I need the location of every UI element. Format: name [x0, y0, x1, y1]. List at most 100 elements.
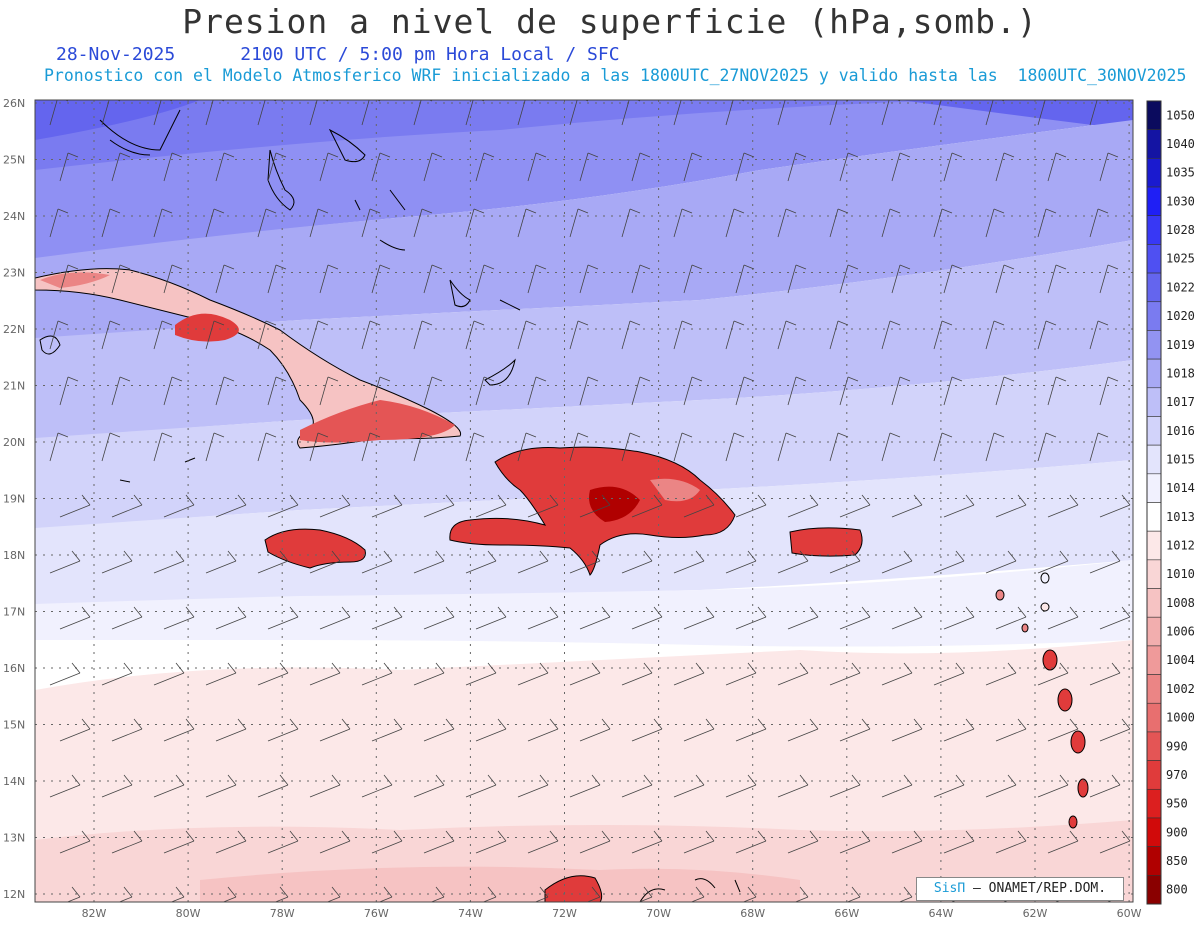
wind-barb — [839, 376, 859, 406]
wind-barb — [413, 662, 445, 686]
wind-barb — [638, 886, 653, 902]
wind-barb — [673, 774, 705, 798]
wind-barb — [111, 494, 143, 518]
wind-barb — [49, 662, 81, 686]
wind-barb — [1037, 208, 1057, 238]
credit-box: SisΠ – ONAMET/REP.DOM. — [916, 877, 1124, 901]
legend-level: 990 — [1166, 739, 1188, 753]
wind-barb — [465, 774, 497, 798]
wind-barb — [163, 376, 183, 406]
legend-swatch — [1146, 100, 1162, 130]
wind-barb — [683, 606, 715, 630]
wind-barb — [683, 152, 703, 182]
lat-label: 25N — [3, 154, 25, 167]
wind-barb — [995, 606, 1027, 630]
wind-barb — [787, 376, 807, 406]
legend-swatch — [1146, 330, 1162, 360]
wind-barb — [569, 550, 601, 574]
wind-barb — [995, 376, 1015, 406]
wind-barb — [943, 718, 975, 742]
wind-barb — [1099, 830, 1131, 854]
wind-barb — [735, 718, 767, 742]
wind-barb — [1099, 264, 1119, 294]
wind-barb — [1047, 376, 1067, 406]
wind-barb — [673, 320, 693, 350]
wind-barb — [579, 152, 599, 182]
wind-barb — [371, 606, 403, 630]
wind-barb — [101, 550, 133, 574]
wind-barb — [465, 432, 485, 462]
legend-level: 900 — [1166, 825, 1188, 839]
wind-barb — [725, 550, 757, 574]
wind-barb — [267, 152, 287, 182]
wind-barb — [371, 264, 391, 294]
legend-swatch — [1146, 215, 1162, 245]
lon-label: 70W — [646, 907, 671, 920]
wind-barb — [579, 264, 599, 294]
legend-level: 1019 — [1166, 338, 1195, 352]
wind-barb — [846, 886, 861, 902]
wind-barb — [319, 606, 351, 630]
legend-swatch — [1146, 875, 1162, 905]
wind-barb — [309, 550, 341, 574]
wind-barb — [995, 830, 1027, 854]
lon-label: 64W — [928, 907, 953, 920]
wind-barb — [361, 208, 381, 238]
wind-barb — [517, 662, 549, 686]
wind-barb — [690, 886, 705, 902]
wind-barb — [371, 718, 403, 742]
wind-barb — [205, 550, 237, 574]
legend-level: 1000 — [1166, 711, 1195, 725]
wind-barb — [163, 152, 183, 182]
wind-barb — [309, 662, 341, 686]
wind-barb — [839, 152, 859, 182]
wind-barb — [527, 264, 547, 294]
wind-barb — [881, 208, 901, 238]
wind-barb — [163, 718, 195, 742]
wind-barb — [1089, 208, 1109, 238]
wind-barb — [1099, 152, 1119, 182]
legend-level: 800 — [1166, 883, 1188, 897]
wind-barb — [995, 718, 1027, 742]
wind-barb — [309, 320, 329, 350]
legend-level: 1035 — [1166, 166, 1195, 180]
wind-barb — [933, 320, 953, 350]
wind-barb — [621, 774, 653, 798]
lat-label: 26N — [3, 97, 25, 110]
wind-barb — [839, 264, 859, 294]
wind-barb — [569, 662, 601, 686]
wind-barb — [66, 886, 81, 902]
wind-barb — [267, 494, 299, 518]
wind-barb — [985, 320, 1005, 350]
wind-barb — [413, 550, 445, 574]
wind-barb — [527, 152, 547, 182]
wind-barb — [163, 606, 195, 630]
date-and-valid-time: 28-Nov-2025 2100 UTC / 5:00 pm Hora Loca… — [56, 44, 620, 65]
wind-barb — [725, 662, 757, 686]
lesser-antilles — [995, 572, 1089, 829]
axis-labels: 26N 25N 24N 23N 22N 21N 20N 19N 18N 17N 16N 15N 14N 1… — [3, 97, 1142, 920]
legend-swatch — [1146, 186, 1162, 217]
wind-barb — [101, 662, 133, 686]
wind-barb — [465, 208, 485, 238]
wind-barb — [215, 830, 247, 854]
lat-label: 19N — [3, 493, 25, 506]
wind-barb — [725, 774, 757, 798]
legend-swatch — [1146, 473, 1162, 503]
wind-barb — [423, 264, 443, 294]
legend-level: 850 — [1166, 854, 1188, 868]
wind-barb — [777, 320, 797, 350]
wind-barb — [943, 494, 975, 518]
wind-barb — [153, 774, 185, 798]
wind-barb — [423, 718, 455, 742]
wind-barb — [1089, 320, 1109, 350]
wind-barb — [215, 152, 235, 182]
south-america-coast — [544, 875, 741, 902]
wind-barb — [943, 376, 963, 406]
wind-barb — [1089, 662, 1121, 686]
wind-barb — [569, 208, 589, 238]
wind-barb — [829, 550, 861, 574]
wind-barb — [569, 774, 601, 798]
wind-barb — [59, 494, 91, 518]
legend-level: 1020 — [1166, 309, 1195, 323]
